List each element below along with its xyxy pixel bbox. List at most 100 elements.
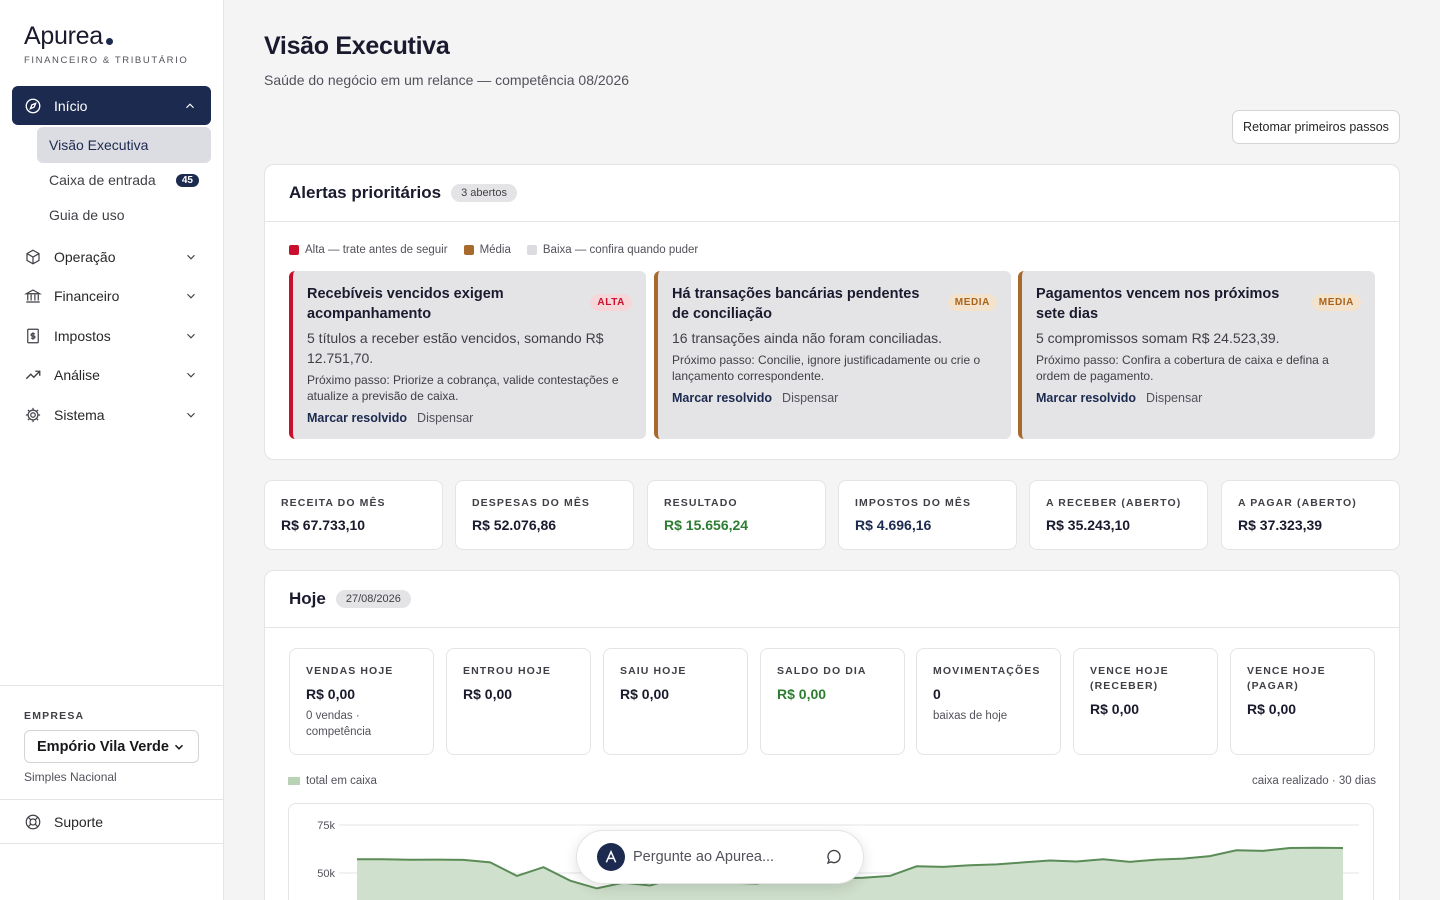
kpi-a-pagar: A PAGAR (ABERTO) R$ 37.323,39 <box>1221 480 1400 550</box>
chevron-up-icon <box>181 97 199 115</box>
legend-swatch <box>289 245 299 255</box>
chevron-down-icon <box>170 738 188 756</box>
sidebar-item-guia-de-uso[interactable]: Guia de uso <box>37 197 211 233</box>
alert-description: 16 transações ainda não foram conciliada… <box>672 330 943 346</box>
today-date-badge: 27/08/2026 <box>335 590 411 608</box>
today-value: 0 <box>933 686 941 702</box>
legend-swatch <box>463 245 474 255</box>
page-subtitle: Saúde do negócio em um relance — competê… <box>264 72 630 88</box>
alerts-card-header: Alertas prioritários 3 abertos <box>265 165 1399 222</box>
brand-logo[interactable]: Apurea FINANCEIRO & TRIBUTÁRIO <box>24 22 188 66</box>
lifebuoy-icon <box>24 813 42 831</box>
dismiss-button[interactable]: Dispensar <box>1146 391 1203 405</box>
sidebar-item-visao-executiva[interactable]: Visão Executiva <box>37 127 211 163</box>
receipt-icon <box>24 327 42 345</box>
severity-badge: MEDIA <box>947 294 997 311</box>
today-value: R$ 0,00 <box>306 686 356 702</box>
legend-item-media: Média <box>463 244 511 256</box>
alert-next-step: Próximo passo: Priorize a cobrança, vali… <box>307 373 619 403</box>
support-link[interactable]: Suporte <box>0 799 223 844</box>
alert-title: Pagamentos vencem nos próximos sete dias <box>1036 286 1280 322</box>
legend-label: Alta — trate antes de seguir <box>305 244 448 256</box>
chart-legend: total em caixa <box>288 775 377 787</box>
today-card-header: Hoje 27/08/2026 <box>265 571 1399 628</box>
chevron-down-icon <box>182 287 200 305</box>
brand-subtitle: FINANCEIRO & TRIBUTÁRIO <box>24 55 189 66</box>
today-label: ENTROU HOJE <box>463 665 551 677</box>
today-note: 0 vendas · competência <box>306 710 372 738</box>
sidebar-section-sistema[interactable]: Sistema <box>24 400 200 430</box>
mark-resolved-button[interactable]: Marcar resolvido <box>1036 391 1137 405</box>
alert-title: Há transações bancárias pendentes de con… <box>672 286 920 322</box>
dismiss-button[interactable]: Dispensar <box>417 411 474 425</box>
company-panel: EMPRESA Empório Vila Verde Simples Nacio… <box>0 685 223 784</box>
chevron-down-icon <box>182 327 200 345</box>
kpi-label: RESULTADO <box>664 497 738 509</box>
sidebar-section-label: Início <box>54 97 88 114</box>
sidebar-section-inicio[interactable]: Início <box>12 86 211 125</box>
support-label: Suporte <box>54 813 104 830</box>
sidebar-section-label: Operação <box>54 249 116 265</box>
resume-onboarding-button[interactable]: Retomar primeiros passos <box>1232 110 1400 144</box>
box-icon <box>24 248 42 266</box>
today-value: R$ 0,00 <box>1247 701 1297 717</box>
sidebar-section-operacao[interactable]: Operação <box>24 242 200 272</box>
kpi-resultado: RESULTADO R$ 15.656,24 <box>647 480 826 550</box>
company-regime: Simples Nacional <box>24 770 117 784</box>
sidebar-item-label: Caixa de entrada <box>49 172 156 188</box>
sidebar-section-label: Financeiro <box>54 288 120 304</box>
kpi-value: R$ 35.243,10 <box>1046 517 1131 533</box>
kpi-impostos-do-mes: IMPOSTOS DO MÊS R$ 4.696,16 <box>838 480 1017 550</box>
today-card-vendas: VENDAS HOJE R$ 0,00 0 vendas · competência <box>289 648 434 755</box>
sidebar-section-analise[interactable]: Análise <box>24 360 200 390</box>
legend-swatch <box>526 245 537 255</box>
kpi-value: R$ 15.656,24 <box>664 517 749 533</box>
kpi-value: R$ 37.323,39 <box>1238 517 1323 533</box>
kpi-value: R$ 67.733,10 <box>281 517 366 533</box>
today-card-entrou: ENTROU HOJE R$ 0,00 <box>446 648 591 755</box>
kpi-label: IMPOSTOS DO MÊS <box>855 497 972 509</box>
today-label: SAIU HOJE <box>620 665 687 677</box>
sidebar-item-caixa-de-entrada[interactable]: Caixa de entrada 45 <box>37 162 211 198</box>
assistant-placeholder: Pergunte ao Apurea... <box>633 849 775 865</box>
chart-legend-swatch <box>288 777 300 785</box>
chat-bubble-icon[interactable] <box>825 848 843 866</box>
severity-badge: MEDIA <box>1311 294 1361 311</box>
dismiss-button[interactable]: Dispensar <box>782 391 839 405</box>
sidebar: Apurea FINANCEIRO & TRIBUTÁRIO Início Vi… <box>0 0 224 900</box>
today-card-saldo: SALDO DO DIA R$ 0,00 <box>760 648 905 755</box>
kpi-receita-do-mes: RECEITA DO MÊS R$ 67.733,10 <box>264 480 443 550</box>
today-label: VENDAS HOJE <box>306 665 394 677</box>
today-note: baixas de hoje <box>933 710 1008 722</box>
legend-label: Baixa — confira quando puder <box>542 244 699 256</box>
brand-name: Apurea <box>24 22 103 50</box>
sidebar-section-impostos[interactable]: Impostos <box>24 321 200 351</box>
legend-item-alta: Alta — trate antes de seguir <box>289 244 448 256</box>
alert-card-receivables: Recebíveis vencidos exigem acompanhament… <box>289 271 646 439</box>
severity-legend: Alta — trate antes de seguir Média Baixa… <box>289 244 714 256</box>
kpi-despesas-do-mes: DESPESAS DO MÊS R$ 52.076,86 <box>455 480 634 550</box>
today-card-saiu: SAIU HOJE R$ 0,00 <box>603 648 748 755</box>
bank-icon <box>24 287 42 305</box>
alert-card-payments: Pagamentos vencem nos próximos sete dias… <box>1018 271 1375 439</box>
today-value: R$ 0,00 <box>620 686 670 702</box>
alerts-title: Alertas prioritários <box>289 183 442 202</box>
chevron-down-icon <box>182 406 200 424</box>
chevron-down-icon <box>182 248 200 266</box>
company-select-value: Empório Vila Verde <box>37 738 169 755</box>
mark-resolved-button[interactable]: Marcar resolvido <box>672 391 773 405</box>
company-select[interactable]: Empório Vila Verde <box>24 730 199 763</box>
apurea-avatar-icon <box>597 843 625 871</box>
sidebar-item-label: Visão Executiva <box>49 137 149 153</box>
today-title: Hoje <box>289 589 326 608</box>
alert-next-step: Próximo passo: Confira a cobertura de ca… <box>1036 353 1329 383</box>
alert-title: Recebíveis vencidos exigem acompanhament… <box>307 286 504 322</box>
gear-icon <box>24 406 42 424</box>
assistant-input[interactable]: Pergunte ao Apurea... <box>576 830 864 884</box>
today-value: R$ 0,00 <box>777 686 827 702</box>
mark-resolved-button[interactable]: Marcar resolvido <box>307 411 408 425</box>
sidebar-section-financeiro[interactable]: Financeiro <box>24 281 200 311</box>
today-value: R$ 0,00 <box>1090 701 1140 717</box>
today-card-movimentacoes: MOVIMENTAÇÕES 0 baixas de hoje <box>916 648 1061 755</box>
alerts-count-badge: 3 abertos <box>451 184 517 202</box>
